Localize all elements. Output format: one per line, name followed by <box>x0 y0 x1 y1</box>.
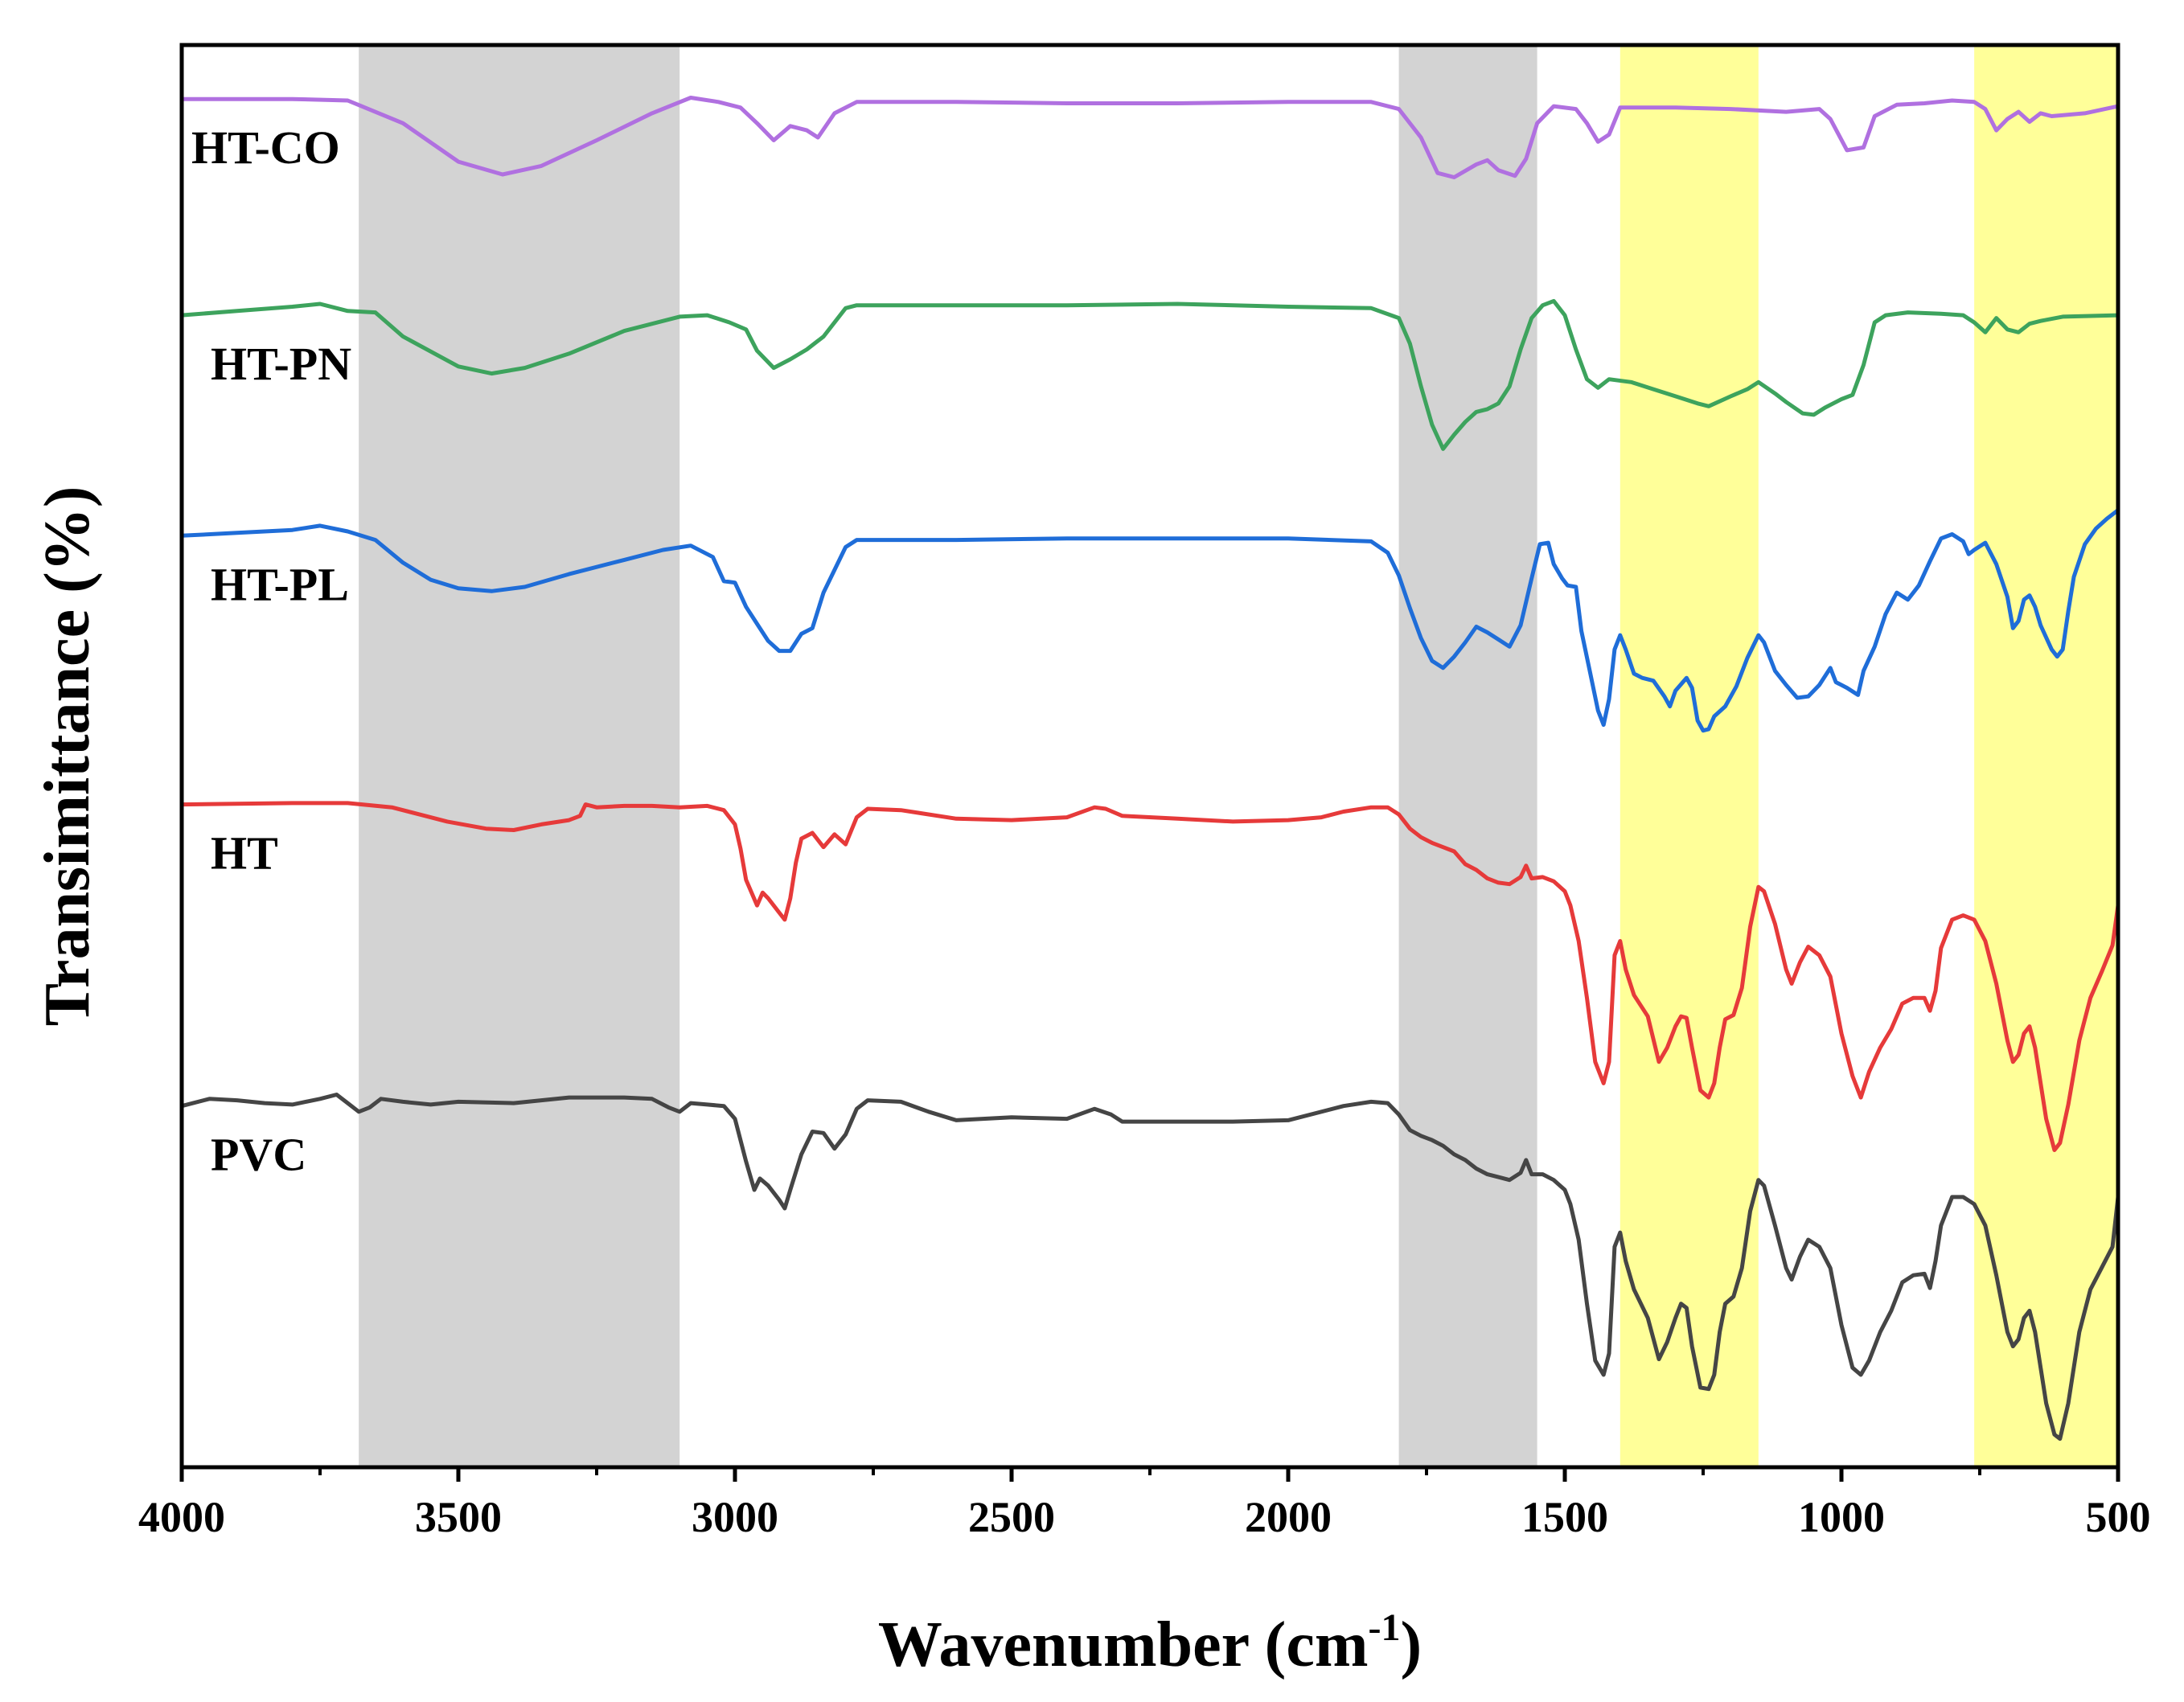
series-label-ht-co: HT-CO <box>191 121 340 174</box>
shaded-bands <box>359 45 2118 1467</box>
series-label-pvc: PVC <box>211 1129 306 1181</box>
x-tick-label-2000: 2000 <box>1245 1493 1332 1541</box>
series-label-ht: HT <box>211 827 278 880</box>
series-line-ht-co <box>179 96 2120 179</box>
x-tick-label-1000: 1000 <box>1798 1493 1885 1541</box>
series-labels: HT-CO HT-PN HT-PL HT PVC <box>191 121 351 1181</box>
x-tick-label-3000: 3000 <box>692 1493 778 1541</box>
series-label-ht-pl: HT-PL <box>211 558 349 610</box>
x-tick-label-4000: 4000 <box>138 1493 225 1541</box>
shaded-band-3 <box>1620 45 1759 1467</box>
shaded-band-4 <box>1974 45 2118 1467</box>
series-line-pvc <box>179 1093 2120 1442</box>
x-tick-label-2500: 2500 <box>968 1493 1055 1541</box>
spectra-lines <box>179 96 2120 1442</box>
shaded-band-2 <box>1398 45 1537 1467</box>
series-line-ht <box>179 801 2120 1152</box>
series-line-ht-pn <box>179 298 2120 451</box>
x-axis-title: Wavenumber (cm-1) <box>878 1606 1422 1680</box>
shaded-band-1 <box>359 45 680 1467</box>
x-axis-ticks: 4000 3500 3000 2500 2000 1500 1000 500 <box>138 1467 2151 1541</box>
series-label-ht-pn: HT-PN <box>211 338 351 390</box>
x-tick-label-500: 500 <box>2086 1493 2151 1541</box>
series-line-ht-pl <box>179 508 2120 733</box>
y-axis-title: Transimittance (%) <box>32 486 103 1027</box>
x-tick-label-1500: 1500 <box>1521 1493 1608 1541</box>
x-tick-label-3500: 3500 <box>415 1493 502 1541</box>
